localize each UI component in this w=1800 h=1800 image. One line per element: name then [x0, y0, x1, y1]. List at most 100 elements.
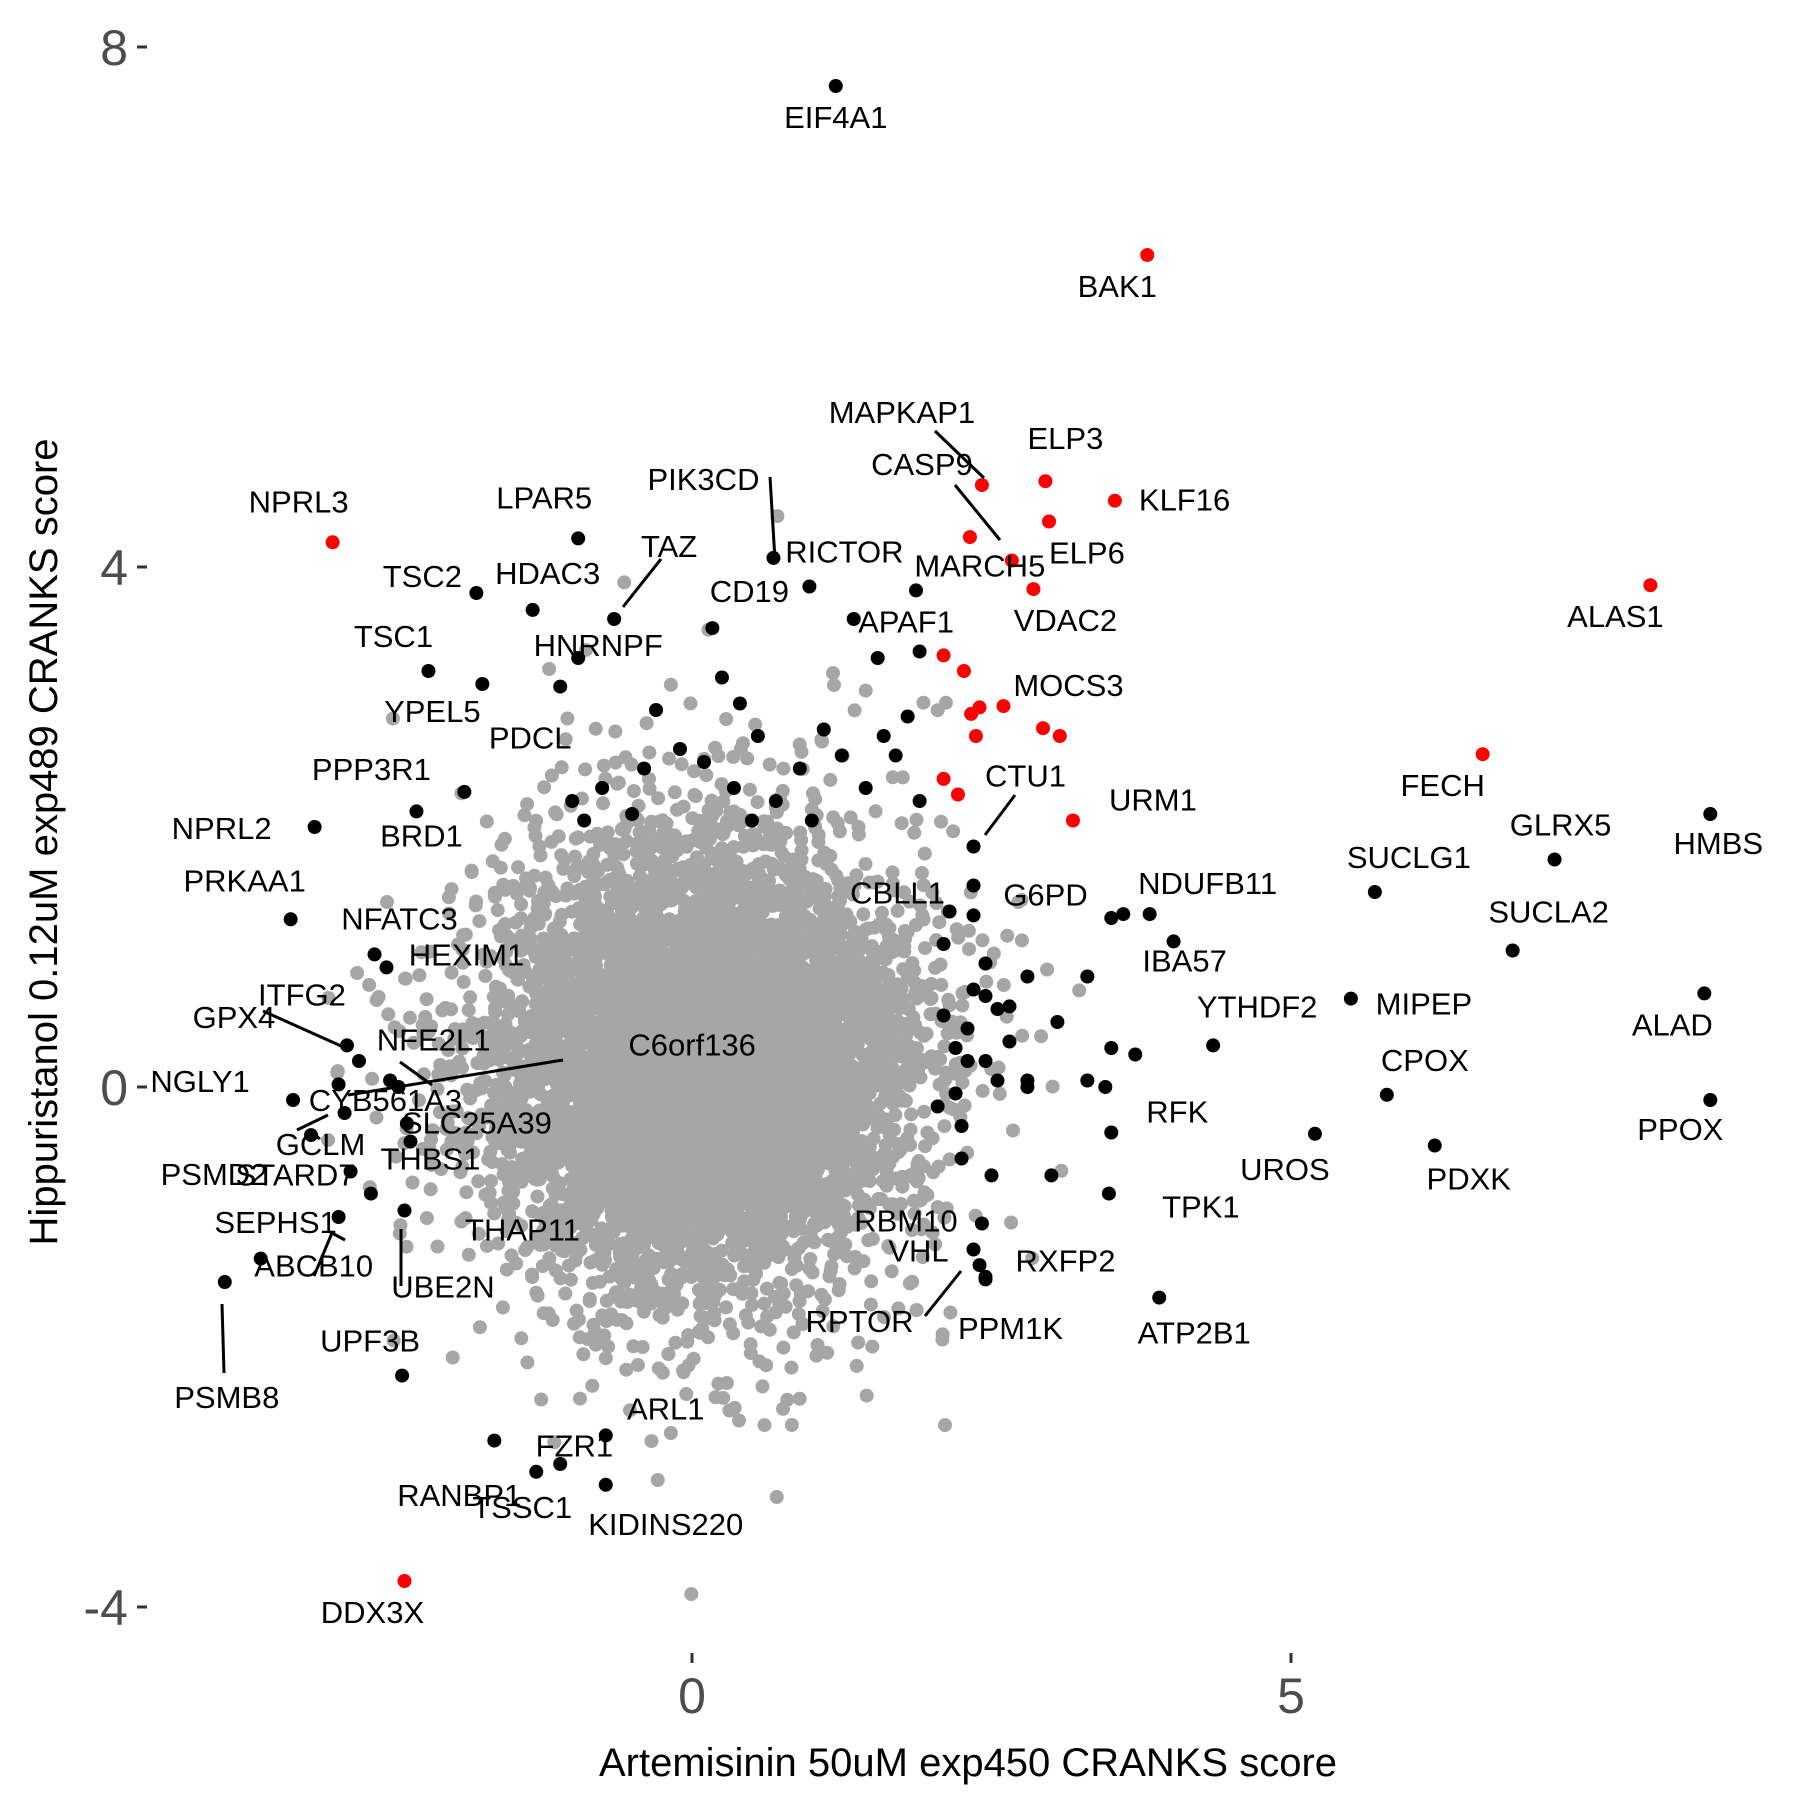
background-point [478, 969, 493, 983]
background-point [925, 1225, 940, 1240]
background-point [667, 785, 682, 800]
background-point [455, 955, 470, 970]
background-point [530, 1189, 545, 1204]
background-point [495, 1300, 510, 1315]
background-point [444, 965, 459, 980]
background-point [805, 1265, 820, 1280]
background-point [527, 868, 542, 883]
background-point [484, 1174, 498, 1188]
background-point [868, 804, 883, 819]
background-point [851, 1211, 866, 1226]
background-point [405, 1175, 420, 1190]
background-point [934, 814, 948, 829]
background-point [917, 1104, 932, 1119]
background-point [851, 1335, 866, 1350]
background-point [744, 1286, 759, 1301]
background-point [1014, 933, 1029, 948]
background-point [534, 1392, 549, 1407]
background-point [955, 1075, 970, 1090]
background-point [843, 810, 858, 825]
background-point [858, 857, 873, 871]
background-point [784, 1418, 799, 1432]
background-point [560, 711, 575, 726]
background-point [619, 1362, 634, 1377]
background-point [826, 666, 840, 681]
background-point [639, 716, 654, 731]
background-point [745, 1297, 759, 1312]
background-point [955, 998, 970, 1013]
background-point [388, 1149, 403, 1164]
background-point [864, 1274, 879, 1289]
background-point [506, 878, 521, 893]
background-point [419, 1211, 434, 1226]
background-point [464, 865, 479, 880]
background-point [444, 1002, 459, 1017]
background-point [732, 1413, 746, 1428]
background-point [661, 1347, 676, 1361]
background-point [692, 1325, 707, 1340]
background-point [1000, 928, 1015, 943]
background-point [757, 1296, 772, 1311]
background-point [885, 770, 900, 785]
background-point [586, 1317, 601, 1332]
background-point [847, 703, 862, 718]
background-point [411, 1093, 426, 1108]
background-point [580, 1332, 595, 1347]
background-point [858, 683, 873, 698]
background-point [784, 1360, 799, 1375]
background-point [597, 1328, 612, 1343]
background-point [369, 1110, 384, 1125]
background-point [803, 1252, 818, 1266]
background-point [908, 1018, 922, 1032]
background-point [762, 757, 777, 772]
background-point [919, 1026, 934, 1041]
background-point [1040, 962, 1055, 977]
background-point [380, 895, 394, 909]
background-point [576, 1347, 591, 1362]
background-point [488, 889, 502, 904]
background-point [528, 828, 543, 843]
background-point [757, 1418, 772, 1433]
background-point [674, 757, 689, 772]
background-point [617, 575, 632, 590]
background-point [679, 1387, 694, 1401]
background-point [386, 1333, 401, 1348]
background-point [699, 768, 714, 783]
background-point [683, 696, 698, 711]
background-point [942, 1152, 957, 1167]
background-point [1004, 1215, 1019, 1230]
background-point [938, 695, 953, 710]
background-point [688, 789, 703, 804]
background-point [381, 1007, 396, 1022]
background-point [887, 1122, 902, 1137]
background-point [865, 1339, 880, 1354]
background-point [902, 1276, 917, 1291]
background-point [823, 772, 838, 787]
background-point [737, 902, 751, 916]
background-point [863, 1297, 878, 1312]
background-point [423, 1182, 438, 1197]
background-point [827, 1247, 842, 1262]
background-point [330, 1065, 345, 1080]
background-point [793, 1286, 808, 1301]
background-point [554, 760, 569, 775]
background-point [874, 905, 889, 920]
background-point [542, 662, 557, 676]
background-point [929, 896, 944, 911]
background-point [657, 860, 671, 875]
background-point [663, 677, 678, 692]
background-point [719, 712, 734, 726]
background-point [885, 865, 900, 880]
background-point [1015, 1028, 1030, 1043]
background-point [992, 1086, 1007, 1101]
background-point [494, 837, 509, 852]
background-point [650, 1473, 665, 1487]
background-point [909, 812, 924, 827]
background-point [938, 1418, 952, 1433]
background-point [909, 1303, 924, 1317]
background-point [737, 829, 752, 843]
background-point [479, 814, 494, 829]
background-point [762, 1322, 777, 1337]
background-point [585, 1378, 600, 1393]
